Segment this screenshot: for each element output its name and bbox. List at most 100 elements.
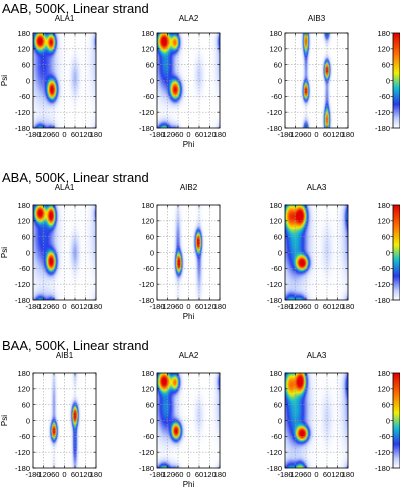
y-tick-label: 120 — [269, 217, 282, 226]
y-tick-label: 120 — [141, 45, 154, 54]
y-tick-label: -180 — [15, 124, 30, 133]
y-tick-label: 120 — [269, 385, 282, 394]
colorbar: -180 -120 -60 0 60 120 180 — [375, 201, 400, 305]
x-tick-label: -120 — [288, 470, 303, 479]
y-tick-label: 180 — [141, 201, 154, 210]
y-tick-label: 0 — [26, 76, 30, 85]
y-tick-label: 0 — [150, 248, 154, 257]
colorbar-gradient — [392, 372, 400, 469]
y-tick-label: 120 — [17, 385, 30, 394]
colorbar-tick-label: 0 — [386, 416, 390, 425]
x-tick-label: 60 — [323, 302, 331, 311]
y-tick-label: -120 — [267, 448, 282, 457]
x-tick-label: -120 — [160, 130, 175, 139]
y-tick-label: -120 — [139, 108, 154, 117]
y-tick-label: -60 — [143, 264, 154, 273]
colorbar-tick-label: 0 — [386, 76, 390, 85]
x-tick-label: 0 — [62, 302, 66, 311]
x-tick-label: 180 — [342, 470, 355, 479]
x-tick-label: 120 — [203, 130, 216, 139]
x-tick-label: 60 — [323, 130, 331, 139]
y-tick-label: 120 — [17, 45, 30, 54]
x-tick-label: 60 — [323, 470, 331, 479]
x-tick-label: -60 — [49, 470, 60, 479]
colorbar-tick-label: 120 — [377, 45, 390, 54]
panel-label: ALA3 — [307, 351, 327, 360]
y-axis-label: Psi — [0, 415, 9, 426]
x-tick-label: -180 — [149, 470, 164, 479]
y-tick-label: -60 — [143, 92, 154, 101]
x-tick-label: 0 — [186, 130, 190, 139]
y-tick-label: 60 — [146, 232, 154, 241]
y-tick-label: 60 — [274, 400, 282, 409]
y-tick-label: -60 — [271, 92, 282, 101]
y-tick-label: -120 — [139, 448, 154, 457]
y-tick-label: 0 — [278, 416, 282, 425]
y-tick-label: 180 — [17, 201, 30, 210]
x-tick-label: -180 — [277, 470, 292, 479]
x-tick-label: -60 — [173, 130, 184, 139]
colorbar-tick-label: 180 — [377, 201, 390, 210]
x-tick-label: -120 — [160, 470, 175, 479]
x-axis-label: Phi — [183, 140, 195, 149]
x-tick-label: 180 — [214, 470, 227, 479]
x-tick-label: 120 — [331, 130, 344, 139]
x-tick-label: 60 — [71, 130, 79, 139]
colorbar-tick-label: -60 — [379, 432, 390, 441]
y-tick-label: 120 — [141, 385, 154, 394]
x-tick-label: -120 — [288, 130, 303, 139]
y-tick-label: -120 — [15, 108, 30, 117]
y-tick-label: 0 — [26, 416, 30, 425]
x-tick-label: -60 — [173, 302, 184, 311]
x-tick-label: 120 — [79, 470, 92, 479]
x-tick-label: 60 — [195, 302, 203, 311]
x-tick-label: -120 — [36, 302, 51, 311]
x-tick-label: -180 — [149, 130, 164, 139]
row-title: ABA, 500K, Linear strand — [2, 170, 149, 185]
y-tick-label: 60 — [22, 60, 30, 69]
y-tick-label: 180 — [17, 369, 30, 378]
colorbar-tick-label: -180 — [375, 124, 390, 133]
colorbar-tick-label: 180 — [377, 29, 390, 38]
colorbar-tick-label: 120 — [377, 217, 390, 226]
x-tick-label: 180 — [90, 470, 103, 479]
x-tick-label: 60 — [71, 302, 79, 311]
y-tick-label: 120 — [141, 217, 154, 226]
colorbar: -180 -120 -60 0 60 120 180 — [375, 369, 400, 473]
row-title: AAB, 500K, Linear strand — [2, 1, 149, 16]
x-tick-label: -180 — [25, 470, 40, 479]
y-tick-label: -60 — [19, 432, 30, 441]
x-axis-label: Phi — [183, 312, 195, 321]
colorbar-tick-label: 180 — [377, 369, 390, 378]
panel-label: ALA3 — [307, 183, 327, 192]
x-tick-label: -120 — [36, 130, 51, 139]
y-tick-label: 60 — [22, 232, 30, 241]
y-tick-label: -180 — [267, 296, 282, 305]
x-tick-label: 120 — [203, 470, 216, 479]
y-tick-label: 120 — [17, 217, 30, 226]
y-tick-label: 60 — [146, 60, 154, 69]
x-tick-label: 120 — [331, 470, 344, 479]
y-tick-label: 0 — [150, 416, 154, 425]
x-tick-label: -120 — [36, 470, 51, 479]
y-tick-label: 180 — [141, 29, 154, 38]
colorbar-tick-label: 60 — [382, 60, 390, 69]
panel-label: AIB3 — [308, 14, 326, 23]
y-tick-label: 180 — [141, 369, 154, 378]
x-tick-label: -60 — [301, 302, 312, 311]
y-tick-label: -60 — [19, 264, 30, 273]
x-tick-label: -180 — [25, 130, 40, 139]
colorbar-gradient — [392, 204, 400, 301]
y-tick-label: 180 — [269, 29, 282, 38]
y-tick-label: 120 — [269, 45, 282, 54]
colorbar-tick-label: 60 — [382, 232, 390, 241]
y-axis-label: Psi — [0, 75, 9, 86]
